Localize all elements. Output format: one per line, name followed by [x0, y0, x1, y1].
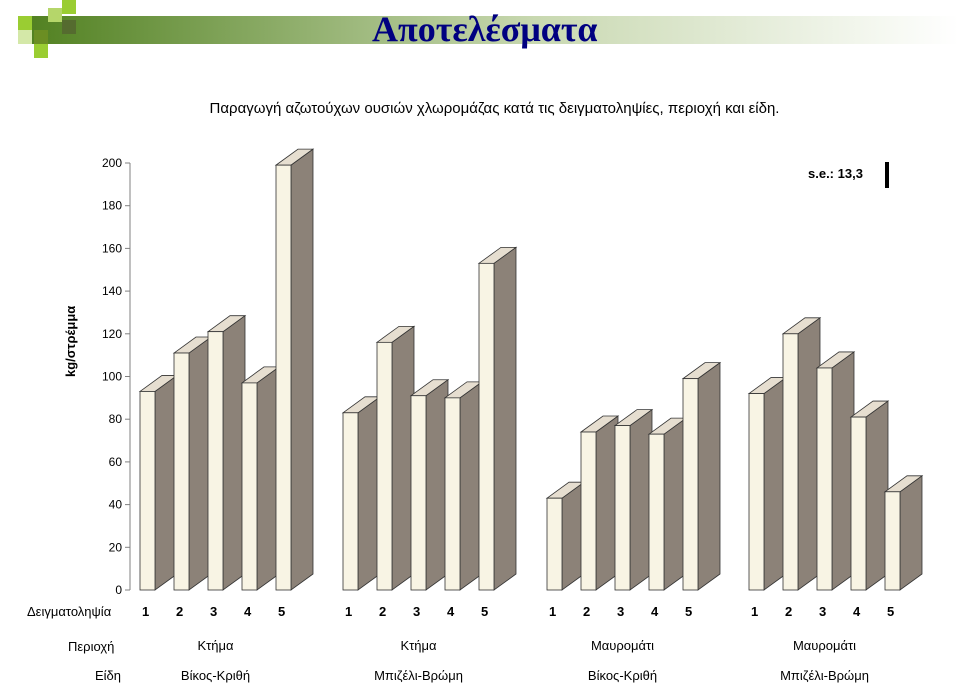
bar — [682, 378, 699, 591]
x-tick-label-sampling: 5 — [887, 604, 895, 619]
group-species-label: Βίκος-Κριθή — [180, 668, 251, 683]
banner-square — [48, 8, 62, 22]
standard-error-label: s.e.: 13,3 — [808, 166, 863, 181]
bar — [614, 425, 631, 591]
bar — [816, 367, 833, 591]
banner-gradient-strip — [18, 16, 959, 44]
bar — [410, 395, 427, 591]
bar — [444, 397, 461, 591]
x-tick-label-sampling: 1 — [751, 604, 759, 619]
bar — [648, 433, 665, 591]
group-species-label: Μπιζέλι-Βρώμη — [374, 668, 463, 683]
bar — [546, 497, 563, 591]
group-region-label: Μαυρομάτι — [792, 638, 857, 653]
y-tick-label: 20 — [109, 540, 123, 554]
x-tick-label-sampling: 5 — [481, 604, 489, 619]
bar — [748, 393, 765, 591]
banner-square — [18, 16, 32, 30]
group-region-label: Κτήμα — [197, 638, 234, 653]
bar — [478, 262, 495, 591]
group-region-label: Μαυρομάτι — [590, 638, 655, 653]
y-tick-label: 60 — [109, 455, 123, 469]
bar-side — [899, 475, 923, 591]
bar-side — [493, 246, 517, 591]
bar — [207, 331, 224, 591]
y-tick-label: 160 — [102, 241, 122, 255]
x-tick-label-sampling: 1 — [549, 604, 557, 619]
x-tick-label-sampling: 3 — [617, 604, 625, 619]
bar — [850, 416, 867, 591]
bar — [241, 382, 258, 591]
banner-square — [34, 44, 48, 58]
x-tick-label-sampling: 2 — [583, 604, 591, 619]
banner-square — [34, 30, 48, 44]
x-tick-label-sampling: 4 — [447, 604, 455, 619]
y-tick-label: 100 — [102, 370, 122, 384]
group-region-label: Κτήμα — [400, 638, 437, 653]
banner-square — [62, 20, 76, 34]
y-tick-label: 200 — [102, 156, 122, 170]
y-axis-label: kg/στρέμμα — [63, 305, 78, 377]
x-tick-label-sampling: 4 — [853, 604, 861, 619]
row-label-sampling: Δειγματοληψία — [27, 604, 112, 619]
group-species-label: Βίκος-Κριθή — [587, 668, 658, 683]
y-tick-label: 80 — [109, 412, 123, 426]
bar — [884, 491, 901, 591]
x-tick-label-sampling: 4 — [651, 604, 659, 619]
y-tick-label: 140 — [102, 284, 122, 298]
slide-title: Αποτελέσματα — [372, 9, 598, 49]
group-species-label: Μπιζέλι-Βρώμη — [780, 668, 869, 683]
chart-title: Παραγωγή αζωτούχων ουσιών χλωρομάζας κατ… — [209, 100, 780, 117]
bar — [139, 391, 156, 591]
standard-error-bar — [885, 162, 889, 188]
x-tick-label-sampling: 3 — [413, 604, 421, 619]
bar — [342, 412, 359, 591]
x-tick-label-sampling: 4 — [244, 604, 252, 619]
y-tick-label: 40 — [109, 498, 123, 512]
x-tick-label-sampling: 3 — [210, 604, 218, 619]
x-tick-label-sampling: 2 — [176, 604, 184, 619]
bar-side — [697, 361, 721, 591]
bar — [376, 341, 393, 591]
row-label-species: Είδη — [95, 668, 122, 683]
bar — [580, 431, 597, 591]
bar — [275, 164, 292, 591]
x-tick-label-sampling: 5 — [685, 604, 693, 619]
x-tick-label-sampling: 1 — [345, 604, 353, 619]
title-banner-decoration — [18, 0, 959, 58]
x-tick-label-sampling: 5 — [278, 604, 286, 619]
x-tick-label-sampling: 3 — [819, 604, 827, 619]
banner-square — [62, 0, 76, 14]
bar — [173, 352, 190, 591]
bar — [782, 333, 799, 591]
x-tick-label-sampling: 2 — [785, 604, 793, 619]
banner-square — [18, 30, 32, 44]
y-tick-label: 120 — [102, 327, 122, 341]
bar-side — [290, 148, 314, 591]
x-tick-label-sampling: 1 — [142, 604, 150, 619]
x-tick-label-sampling: 2 — [379, 604, 387, 619]
row-label-region: Περιοχή — [68, 639, 115, 654]
y-tick-label: 180 — [102, 199, 122, 213]
y-tick-label: 0 — [115, 583, 122, 597]
